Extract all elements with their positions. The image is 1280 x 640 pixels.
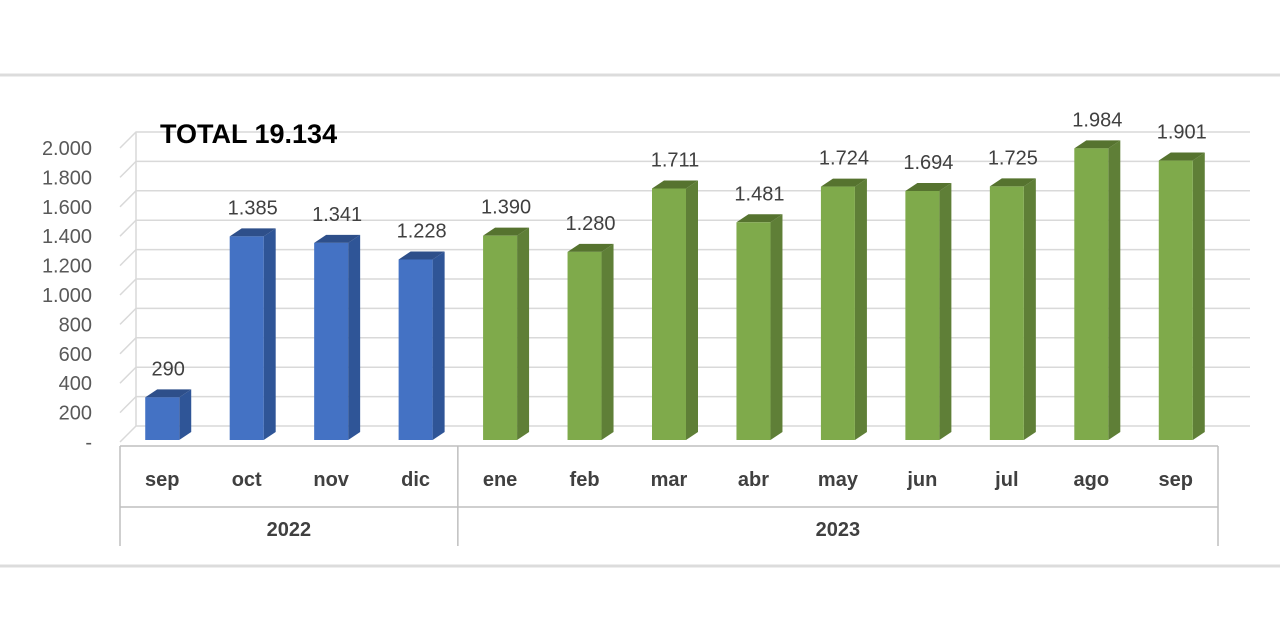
bar-front bbox=[820, 186, 855, 440]
bar-top bbox=[314, 234, 361, 243]
bar-side bbox=[1192, 152, 1205, 441]
bars: 290 1.385 1.341 1.228 1.390 1.280 1.711 1.481 1.… bbox=[145, 109, 1207, 441]
data-label: 1.984 bbox=[1072, 109, 1122, 131]
data-label: 1.901 bbox=[1157, 122, 1207, 144]
x-tick-label: jun bbox=[906, 469, 937, 491]
group-label-2023: 2023 bbox=[816, 519, 861, 541]
y-tick-label: 1.200 bbox=[42, 256, 92, 278]
bar-front bbox=[736, 222, 771, 440]
data-label: 1.385 bbox=[228, 197, 278, 219]
bar-top bbox=[229, 228, 276, 237]
bar: 290 bbox=[145, 358, 192, 440]
bar: 1.228 bbox=[397, 220, 447, 440]
y-tick-label: 1.600 bbox=[42, 197, 92, 219]
bar-front bbox=[229, 236, 264, 440]
data-label: 1.481 bbox=[734, 183, 784, 205]
bar-front bbox=[483, 235, 518, 440]
bar-front bbox=[1074, 148, 1109, 441]
x-tick-label: dic bbox=[401, 469, 430, 491]
data-label: 1.711 bbox=[651, 149, 700, 171]
bar-side bbox=[1023, 178, 1036, 441]
bar: 1.390 bbox=[481, 197, 531, 440]
y-tick-label: 800 bbox=[59, 314, 92, 336]
bar-front bbox=[398, 259, 433, 440]
x-tick-label: feb bbox=[570, 469, 600, 491]
y-tick-label: 600 bbox=[59, 344, 92, 366]
bar-top bbox=[652, 180, 698, 189]
y-tick-label: 1.400 bbox=[42, 226, 92, 248]
x-tick-label: abr bbox=[738, 469, 769, 491]
bar-top bbox=[567, 243, 614, 252]
data-label: 1.341 bbox=[312, 204, 362, 226]
x-tick-label: ene bbox=[483, 469, 517, 491]
data-label: 290 bbox=[152, 358, 185, 380]
bar-side bbox=[432, 251, 445, 440]
bar-side bbox=[517, 227, 530, 440]
bar-front bbox=[1158, 160, 1193, 441]
bar: 1.481 bbox=[734, 183, 784, 440]
data-label: 1.228 bbox=[397, 220, 447, 242]
bar-top bbox=[145, 389, 192, 398]
bar-front bbox=[567, 251, 602, 440]
x-tick-label: ago bbox=[1074, 469, 1110, 491]
bar-side bbox=[263, 228, 276, 440]
bar-top bbox=[989, 178, 1036, 187]
bar-top bbox=[398, 251, 445, 260]
bar-side bbox=[939, 182, 952, 440]
bar-side bbox=[179, 389, 192, 440]
data-label: 1.280 bbox=[566, 213, 616, 235]
bar-front bbox=[905, 190, 940, 440]
bar-top bbox=[1074, 140, 1121, 149]
x-tick-label: sep bbox=[145, 469, 179, 491]
bar-front bbox=[314, 242, 349, 440]
x-tick-label: sep bbox=[1159, 469, 1193, 491]
bar-top bbox=[483, 227, 530, 236]
bar: 1.694 bbox=[903, 152, 953, 440]
data-label: 1.694 bbox=[903, 152, 953, 174]
x-tick-label: may bbox=[818, 469, 859, 491]
bar: 1.341 bbox=[312, 204, 362, 440]
bar: 1.984 bbox=[1072, 109, 1122, 441]
y-tick-label: 400 bbox=[59, 373, 92, 395]
y-tick-label: 200 bbox=[59, 403, 92, 425]
bar-side bbox=[770, 214, 783, 440]
bar-top bbox=[1158, 152, 1205, 161]
bar-side bbox=[601, 243, 614, 440]
y-tick-label: - bbox=[85, 432, 92, 454]
bar-top bbox=[820, 178, 867, 187]
bar-front bbox=[145, 397, 180, 440]
x-tick-label: mar bbox=[651, 469, 688, 491]
bar: 1.280 bbox=[566, 213, 616, 440]
y-tick-label: 1.800 bbox=[42, 167, 92, 189]
data-label: 1.390 bbox=[481, 197, 531, 219]
bar-side bbox=[686, 180, 698, 440]
x-tick-label: jul bbox=[994, 469, 1018, 491]
bar-side bbox=[1108, 140, 1121, 441]
y-axis-ticks: - 200 400 600 800 1.000 1.200 1.400 1.600 1.800 2.… bbox=[42, 138, 92, 454]
bar: 1.901 bbox=[1157, 122, 1207, 441]
bar: 1.711 bbox=[651, 149, 700, 440]
bar: 1.724 bbox=[819, 148, 869, 440]
chart-title: TOTAL 19.134 bbox=[160, 119, 337, 149]
bar-side bbox=[854, 178, 867, 440]
group-label-2022: 2022 bbox=[267, 519, 312, 541]
x-tick-label: oct bbox=[232, 469, 262, 491]
data-label: 1.725 bbox=[988, 147, 1038, 169]
x-tick-label: nov bbox=[313, 469, 349, 491]
gridlines bbox=[119, 131, 1250, 443]
y-tick-label: 2.000 bbox=[42, 138, 92, 160]
bar: 1.725 bbox=[988, 147, 1038, 441]
bar: 1.385 bbox=[228, 197, 278, 440]
bar-front bbox=[652, 188, 686, 440]
bar-top bbox=[905, 182, 952, 191]
y-tick-label: 1.000 bbox=[42, 285, 92, 307]
x-axis: sep oct nov dic ene feb mar abr may jun jul ago sep 2… bbox=[119, 445, 1219, 546]
bar-top bbox=[736, 214, 783, 223]
bar-side bbox=[348, 234, 361, 440]
data-label: 1.724 bbox=[819, 148, 869, 170]
bar-front bbox=[989, 186, 1024, 440]
